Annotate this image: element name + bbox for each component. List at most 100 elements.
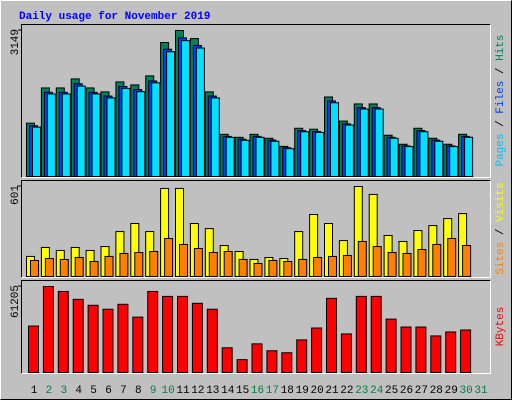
x-tick-label: 13 (206, 385, 219, 397)
bar (296, 339, 308, 373)
y-tick-label: 3149 (10, 29, 22, 55)
bar (300, 131, 310, 178)
bar (134, 252, 144, 277)
legend-entry: Files (495, 81, 507, 114)
legend-separator: / (495, 114, 507, 134)
x-tick-label: 10 (161, 385, 174, 397)
legend-entry: Hits (495, 34, 507, 60)
bar (91, 93, 101, 177)
bar (445, 331, 457, 373)
x-tick-label: 15 (236, 385, 249, 397)
legend-separator: / (495, 61, 507, 81)
bar (119, 252, 129, 277)
x-tick-label: 5 (90, 385, 97, 397)
bar (419, 131, 429, 178)
bar (326, 297, 337, 373)
bar (151, 82, 161, 177)
bar (72, 298, 84, 373)
bar (313, 256, 323, 277)
y-tick-label: 601 (10, 185, 22, 205)
bar (117, 303, 129, 374)
bar (44, 258, 54, 277)
bar (330, 102, 339, 177)
x-tick-label: 29 (445, 385, 458, 397)
bar (253, 262, 263, 277)
bar (87, 304, 99, 374)
legend-entry: Visits (495, 182, 507, 222)
bar (177, 295, 188, 373)
bar (255, 136, 265, 177)
legend: KBytes (495, 307, 507, 347)
bar (268, 259, 278, 278)
x-tick-label: 24 (370, 385, 384, 397)
bar (30, 259, 39, 278)
bar (385, 318, 397, 373)
x-tick-label: 23 (355, 385, 368, 397)
bar (191, 302, 203, 374)
bar (32, 126, 41, 177)
bar (417, 249, 427, 277)
bar (59, 258, 69, 278)
bar (76, 85, 86, 177)
bar (270, 140, 280, 177)
bar (415, 326, 427, 374)
bar (206, 308, 218, 373)
x-tick-label: 21 (325, 385, 339, 397)
bar (149, 250, 159, 278)
bar (236, 359, 248, 374)
x-tick-label: 12 (191, 385, 204, 397)
x-tick-label: 2 (46, 385, 53, 397)
bar (223, 250, 233, 278)
bar (342, 255, 352, 277)
bar (447, 237, 457, 277)
x-tick-label: 14 (221, 385, 235, 397)
x-tick-label: 19 (296, 385, 309, 397)
bar (121, 87, 131, 177)
x-tick-label: 9 (150, 385, 157, 397)
x-tick-label: 20 (310, 385, 323, 397)
bar (372, 246, 382, 277)
x-tick-label: 1 (31, 385, 38, 397)
bar (104, 255, 114, 277)
bar (464, 136, 474, 177)
bar (221, 347, 233, 374)
bar (147, 290, 159, 373)
bar (400, 326, 412, 374)
legend: Pages / Files / Hits (495, 34, 507, 166)
bar (106, 97, 116, 177)
legend-separator: / (495, 222, 507, 242)
bar (162, 295, 174, 373)
panel-edge-dark (21, 24, 491, 178)
bar (430, 335, 442, 374)
bar (404, 146, 414, 178)
bar (311, 327, 323, 374)
bar (281, 352, 293, 373)
bar (266, 350, 278, 374)
bar (210, 97, 220, 177)
x-tick-label: 25 (385, 385, 398, 397)
panel-edge-dark (21, 280, 491, 374)
bar (344, 124, 354, 177)
panel-edge-light (21, 280, 491, 374)
x-tick-label: 7 (120, 385, 127, 397)
bar (402, 252, 412, 277)
bar (298, 258, 308, 278)
bar (102, 308, 114, 373)
bar (389, 137, 399, 177)
bar (357, 240, 367, 277)
y-tick-label: 61205 (10, 285, 22, 318)
bar (225, 136, 235, 177)
bar (57, 290, 69, 373)
bar (179, 243, 188, 278)
bar (432, 243, 442, 278)
bar (460, 329, 472, 373)
bar (328, 255, 337, 277)
bar (238, 258, 248, 278)
panel-edge-light (21, 24, 491, 178)
bar (387, 252, 397, 277)
panel-edge-dark (21, 180, 491, 278)
bar (315, 131, 325, 177)
bar (164, 237, 174, 277)
